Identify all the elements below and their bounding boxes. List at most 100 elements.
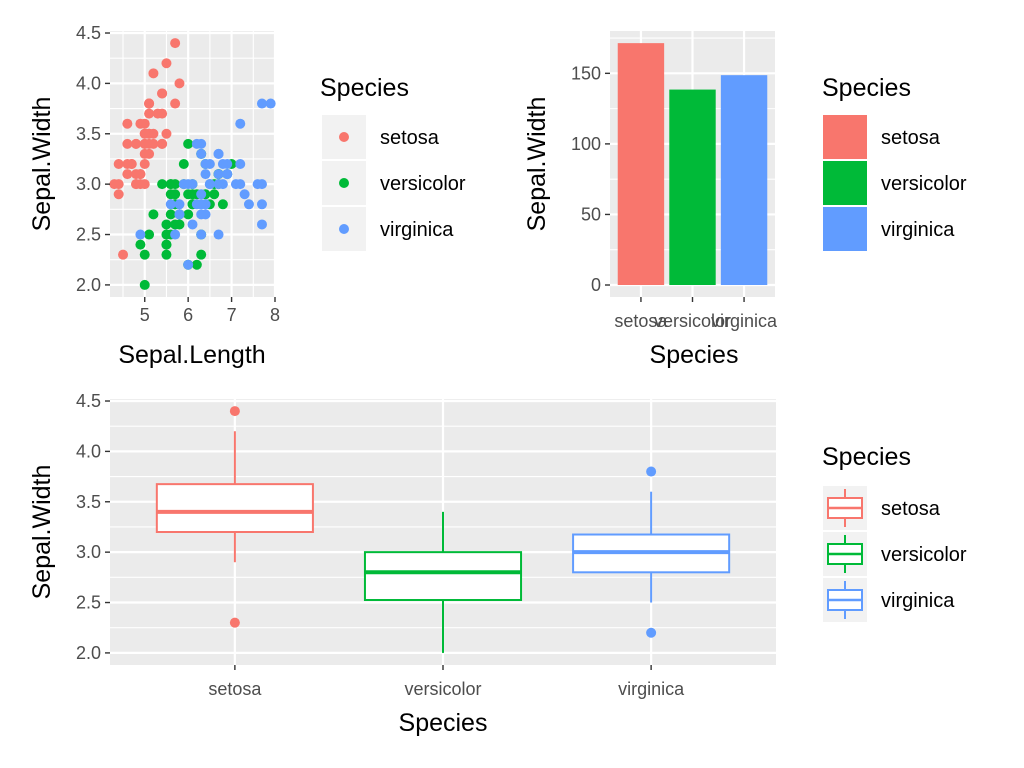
bar-legend-key-virginica [823,207,867,251]
scatter-x-tick-label: 6 [183,305,193,325]
box-outlier-setosa [229,406,240,417]
boxes [155,406,731,653]
scatter-point-virginica [191,138,202,149]
scatter-point-setosa [135,169,146,180]
bar-legend-label: virginica [881,219,955,241]
scatter-point-versicolor [135,239,146,250]
scatter-point-setosa [144,98,155,109]
scatter-point-virginica [213,179,224,190]
scatter-point-versicolor [183,138,194,149]
scatter-point-virginica [196,209,207,220]
scatter-point-virginica [200,169,211,180]
scatter-point-virginica [239,189,250,200]
bar-legend-key-setosa [823,115,867,159]
scatter-point-virginica [235,118,246,129]
scatter-point-setosa [131,179,142,190]
scatter-point-virginica [235,159,246,169]
bar-x-tick-label: versicolor [654,311,731,331]
scatter-point-versicolor [217,199,228,210]
scatter-point-virginica [256,219,267,230]
scatter-point-virginica [165,199,176,210]
box-legend-label: versicolor [881,544,967,566]
scatter-point-virginica [235,179,246,190]
scatter-point-versicolor [174,219,185,230]
scatter-point-virginica [243,199,254,210]
scatter-legend: Species setosa versicolor virginica [320,74,466,251]
scatter-point-setosa [139,128,150,139]
scatter-x-axis-title: Sepal.Length [118,341,265,369]
scatter-point-virginica [135,229,146,240]
scatter-point-virginica [170,229,181,240]
box-y-tick-label: 3.0 [76,542,101,562]
bar-y-tick-label: 100 [571,134,601,154]
scatter-point-setosa [148,68,159,79]
bar-legend-key-versicolor [823,161,867,205]
scatter-point-setosa [157,88,168,99]
scatter-point-setosa [139,179,150,190]
scatter-point-versicolor [157,179,168,190]
scatter-point-versicolor [139,249,150,260]
scatter-point-versicolor [178,159,189,169]
bar-y-tick-label: 0 [591,275,601,295]
scatter-point-setosa [161,128,172,139]
box-x-tick-label: versicolor [404,679,481,699]
scatter-legend-title: Species [320,74,409,102]
scatter-point-versicolor [209,189,220,200]
scatter-x-tick-label: 8 [270,305,280,325]
scatter-y-tick-label: 4.0 [76,73,101,93]
scatter-point-setosa [118,249,129,260]
scatter-plot: 5 6 7 8 2.0 2.5 3.0 3.5 4.0 4.5 Sepal.Length Sepa… [28,23,466,369]
scatter-point-virginica [256,98,267,109]
scatter-point-setosa [174,78,185,89]
scatter-y-tick-label: 4.5 [76,23,101,43]
scatter-panel-background [110,31,275,297]
box-plot: 2.0 2.5 3.0 3.5 4.0 4.5 setosa versicolor virgin… [28,391,967,737]
scatter-point-virginica [174,199,185,210]
scatter-point-virginica [256,179,267,190]
box-outlier-virginica [646,466,657,477]
scatter-point-setosa [122,138,133,149]
scatter-point-virginica [183,259,194,270]
scatter-point-virginica [213,169,224,180]
scatter-point-versicolor [191,259,202,270]
scatter-point-setosa [139,159,150,169]
scatter-point-virginica [265,98,276,109]
scatter-point-virginica [213,229,224,240]
scatter-point-versicolor [161,249,172,260]
scatter-legend-label: virginica [380,219,454,241]
box-axis-ticks: 2.0 2.5 3.0 3.5 4.0 4.5 setosa versicolor virgin… [76,391,685,699]
scatter-point-setosa [161,58,172,69]
scatter-legend-label: setosa [380,127,440,149]
bar-virginica [720,75,768,286]
scatter-point-versicolor [161,239,172,250]
scatter-point-setosa [113,189,124,200]
scatter-y-axis-title: Sepal.Width [28,97,56,232]
scatter-x-tick-label: 7 [227,305,237,325]
scatter-point-versicolor [144,229,155,240]
bar-legend-label: setosa [881,127,941,149]
box-y-tick-label: 2.5 [76,593,101,613]
bar-legend-title: Species [822,74,911,102]
scatter-axis-ticks: 5 6 7 8 2.0 2.5 3.0 3.5 4.0 4.5 [76,23,280,325]
scatter-point-versicolor [139,279,150,290]
scatter-point-virginica [196,148,207,159]
box-iqr-setosa [155,483,314,533]
scatter-points [109,38,276,290]
scatter-point-setosa [122,169,133,180]
scatter-point-virginica [187,219,198,230]
bar-y-axis-title: Sepal.Width [523,97,551,232]
scatter-point-setosa [170,38,181,49]
scatter-point-virginica [204,179,215,190]
scatter-point-versicolor [165,209,176,220]
scatter-point-versicolor [161,229,172,240]
scatter-y-tick-label: 3.0 [76,174,101,194]
box-y-tick-label: 2.0 [76,643,101,663]
bar-setosa [617,43,665,286]
scatter-point-versicolor [183,209,194,220]
scatter-point-setosa [152,108,163,119]
bar-legend: Species setosa versicolor virginica [822,74,967,251]
scatter-point-virginica [200,159,211,169]
bar-y-tick-label: 50 [581,204,601,224]
